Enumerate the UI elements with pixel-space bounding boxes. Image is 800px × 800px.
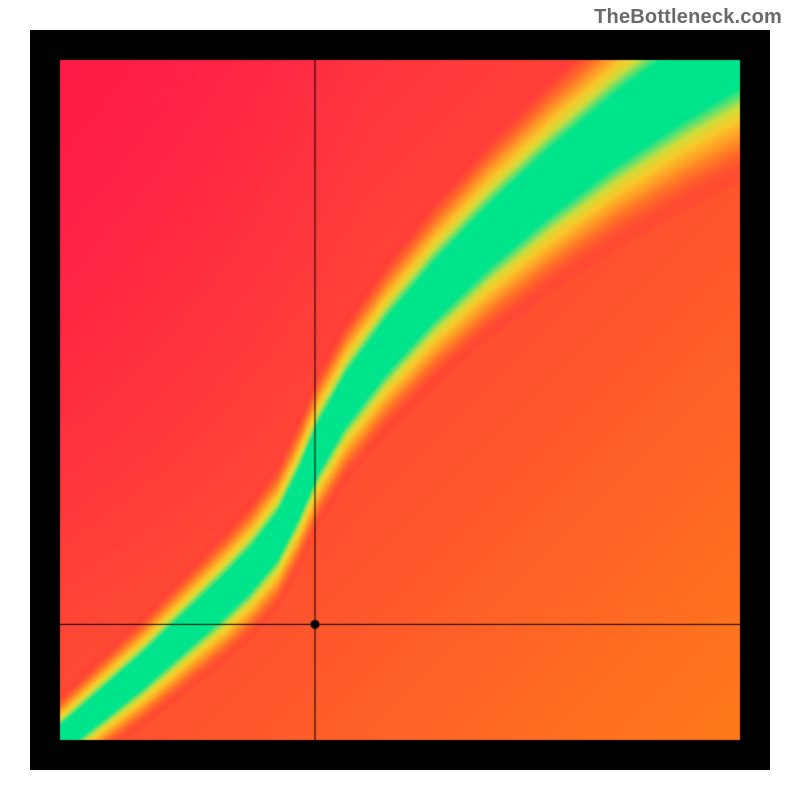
attribution-text: TheBottleneck.com: [594, 6, 782, 29]
heatmap-canvas: [30, 30, 770, 770]
figure-container: TheBottleneck.com: [0, 0, 800, 800]
plot-frame: [30, 30, 770, 770]
